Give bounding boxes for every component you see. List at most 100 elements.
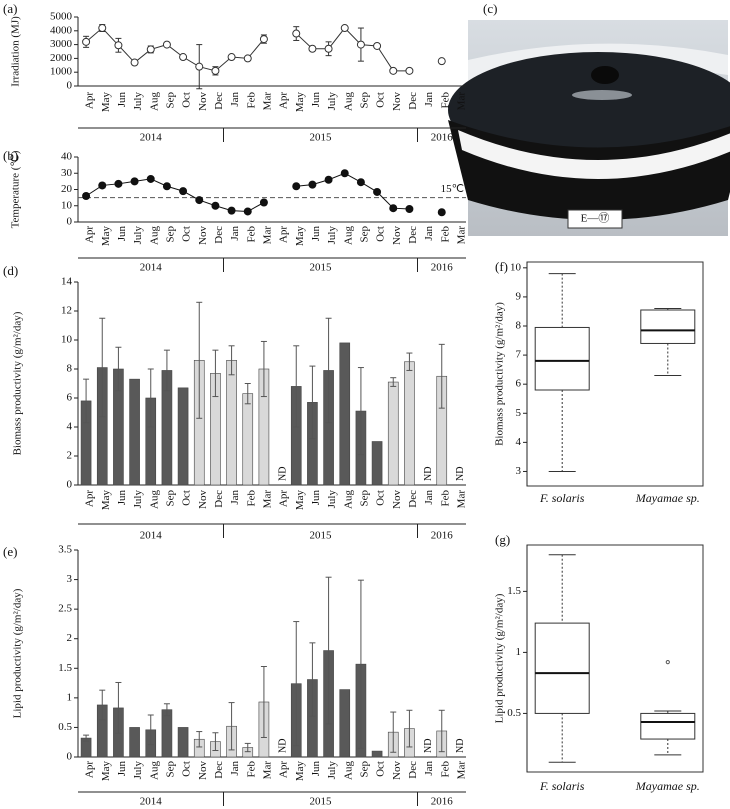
y-tick-label: 2 xyxy=(67,450,73,462)
x-tick-label: Mar xyxy=(261,226,273,245)
x-tick-label: Aug xyxy=(148,490,160,509)
box xyxy=(640,309,696,344)
y-axis-label: Irradiation (MJ) xyxy=(10,16,22,87)
bar xyxy=(129,378,140,486)
y-tick-label: 40 xyxy=(61,151,73,163)
x-tick-label: Sep xyxy=(164,490,176,507)
year-label: 2016 xyxy=(431,262,454,274)
y-tick-label: 1 xyxy=(516,646,522,658)
x-tick-label: Feb xyxy=(439,490,451,507)
point xyxy=(389,66,398,75)
point xyxy=(98,24,107,33)
x-tick-label: Mar xyxy=(455,92,467,111)
bar xyxy=(371,750,383,758)
bar xyxy=(161,709,173,758)
panel-label: (a) xyxy=(3,1,17,16)
bar xyxy=(177,727,189,758)
point xyxy=(114,179,123,188)
y-tick-label: 5000 xyxy=(50,11,73,23)
x-tick-label: Mayamae sp. xyxy=(635,491,700,505)
x-tick-label: Mayamae sp. xyxy=(635,779,700,793)
bar xyxy=(242,393,254,486)
panel-label: (g) xyxy=(495,532,510,547)
year-label: 2015 xyxy=(310,132,333,144)
box xyxy=(534,326,590,391)
x-tick-label: Jun xyxy=(116,226,128,242)
x-tick-label: July xyxy=(132,92,144,111)
x-tick-label: July xyxy=(132,226,144,245)
panel-label: (c) xyxy=(483,1,497,16)
x-tick-label: Apr xyxy=(278,92,290,109)
point xyxy=(162,182,171,191)
x-tick-label: Mar xyxy=(261,490,273,509)
missing-label: ND xyxy=(277,467,288,481)
missing-label: ND xyxy=(455,739,466,753)
x-tick-label: Oct xyxy=(375,761,387,777)
y-tick-label: 8 xyxy=(67,363,73,375)
point xyxy=(437,208,446,217)
year-label: 2016 xyxy=(431,530,454,542)
y-tick-label: 0 xyxy=(67,80,73,92)
y-tick-label: 3000 xyxy=(50,38,73,50)
y-tick-label: 10 xyxy=(510,261,522,273)
x-tick-label: Feb xyxy=(245,92,257,109)
x-tick-label: July xyxy=(326,490,338,509)
x-tick-label: Dec xyxy=(213,226,225,244)
point xyxy=(82,37,91,46)
bar xyxy=(129,727,140,758)
x-tick-label: Apr xyxy=(84,490,96,507)
x-tick-label: Aug xyxy=(148,226,160,245)
x-tick-label: Apr xyxy=(84,761,96,778)
x-tick-label: Nov xyxy=(391,490,403,509)
bar xyxy=(339,689,351,758)
y-axis-label: Temperature (℃) xyxy=(10,150,22,228)
x-tick-label: Jun xyxy=(116,761,128,777)
y-tick-label: 0 xyxy=(67,216,73,228)
x-tick-label: Aug xyxy=(148,92,160,111)
point xyxy=(259,35,268,44)
point xyxy=(340,169,349,178)
year-label: 2014 xyxy=(140,530,163,542)
y-axis-label: Biomass productivity (g/m²/day) xyxy=(494,302,506,446)
point xyxy=(405,66,414,75)
x-tick-label: Dec xyxy=(407,226,419,244)
x-tick-label: Mar xyxy=(455,490,467,509)
x-tick-label: Jan xyxy=(423,761,435,776)
y-tick-label: 30 xyxy=(61,167,73,179)
x-tick-label: May xyxy=(294,92,306,113)
y-tick-label: 1 xyxy=(67,691,73,703)
water-ripple xyxy=(572,90,632,100)
point xyxy=(308,44,317,53)
point xyxy=(227,53,236,62)
x-tick-label: Aug xyxy=(342,490,354,509)
y-tick-label: 3.5 xyxy=(58,544,72,556)
tank-water xyxy=(448,52,730,168)
x-tick-label: Feb xyxy=(245,761,257,778)
x-tick-label: Sep xyxy=(358,490,370,507)
box xyxy=(640,712,696,740)
year-label: 2016 xyxy=(431,132,454,144)
x-tick-label: Dec xyxy=(407,490,419,508)
x-tick-label: Sep xyxy=(358,92,370,109)
x-tick-label: Feb xyxy=(439,92,451,109)
y-tick-label: 0.5 xyxy=(58,721,72,733)
x-tick-label: July xyxy=(132,490,144,509)
x-tick-label: Jan xyxy=(229,226,241,241)
bar xyxy=(177,387,189,486)
x-tick-label: Dec xyxy=(407,92,419,110)
point xyxy=(292,29,301,38)
tank-label-plate xyxy=(567,209,623,229)
x-tick-label: Nov xyxy=(197,92,209,111)
y-tick-label: 4 xyxy=(67,421,73,433)
point xyxy=(211,201,220,210)
y-tick-label: 7 xyxy=(516,349,522,361)
point xyxy=(373,41,382,50)
x-tick-label: July xyxy=(326,226,338,245)
x-tick-label: F. solaris xyxy=(539,779,585,793)
y-tick-label: 0 xyxy=(67,479,73,491)
point xyxy=(243,54,252,63)
panel-label: (d) xyxy=(3,263,18,278)
x-tick-label: Oct xyxy=(375,490,387,506)
y-tick-label: 2.5 xyxy=(58,603,72,615)
